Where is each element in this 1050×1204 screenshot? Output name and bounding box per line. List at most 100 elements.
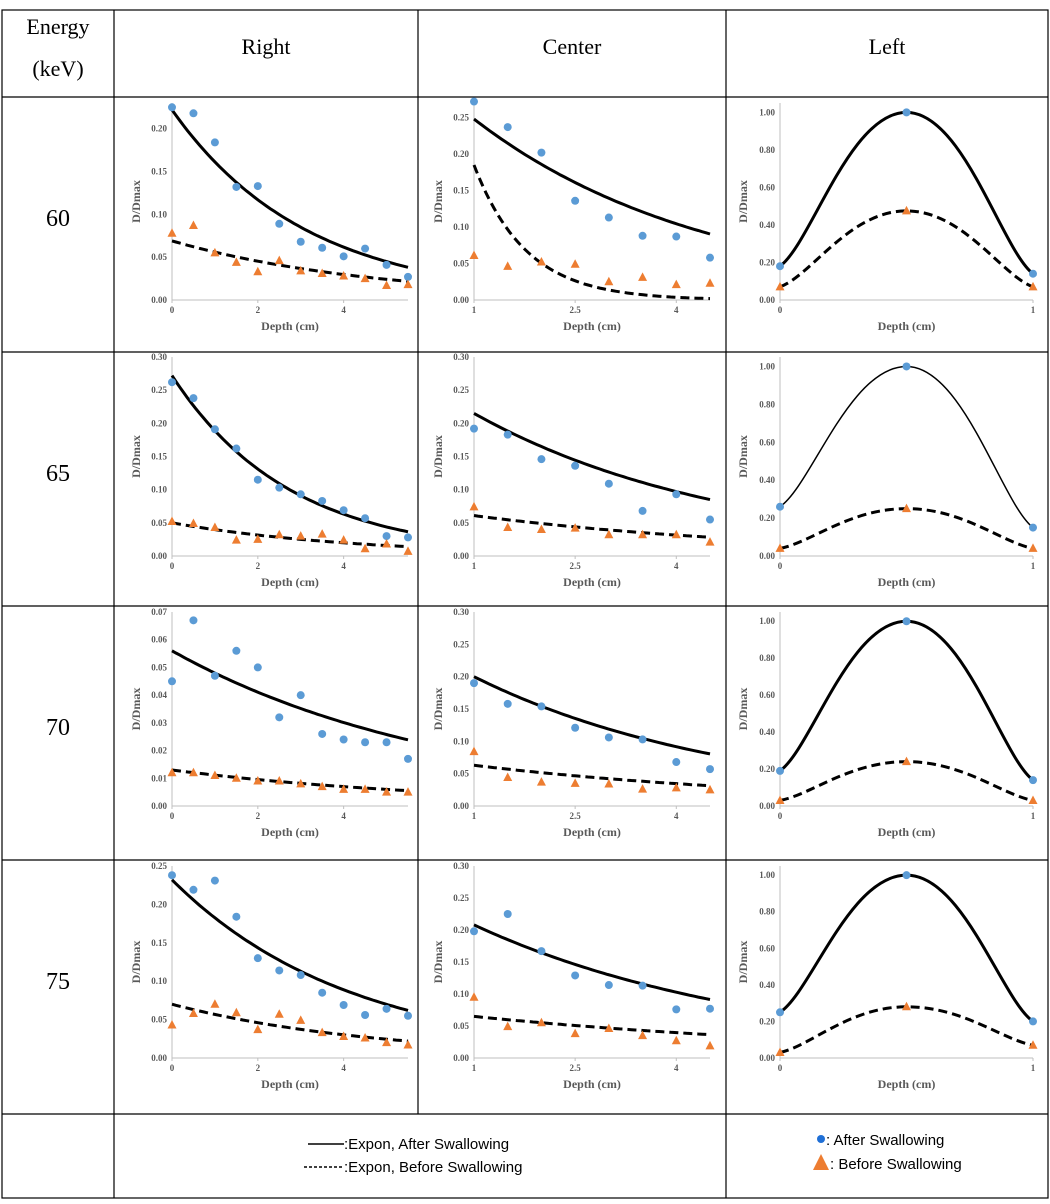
y-tick-label: 0.15: [453, 704, 469, 714]
header-center: Center: [543, 34, 602, 59]
point-before: [382, 1037, 392, 1047]
x-tick-label: 4: [674, 561, 679, 571]
point-after: [253, 663, 262, 672]
header-right: Right: [242, 34, 291, 59]
point-before: [570, 259, 580, 268]
point-before: [604, 1023, 614, 1033]
y-tick-label: 0.00: [151, 1053, 167, 1063]
point-after: [296, 691, 305, 700]
point-before: [296, 1015, 306, 1024]
x-tick-label: 2: [256, 305, 261, 315]
y-tick-label: 0.00: [151, 801, 167, 811]
point-before: [902, 205, 911, 215]
point-before: [902, 1001, 911, 1011]
point-before: [570, 778, 580, 787]
point-before: [339, 784, 349, 793]
point-after: [275, 219, 284, 228]
point-before: [360, 543, 370, 553]
point-before: [902, 503, 911, 513]
point-before: [231, 773, 241, 782]
x-axis-label: Depth (cm): [563, 1077, 621, 1091]
y-tick-label: 0.00: [453, 801, 469, 811]
y-axis-label: D/Dmax: [431, 435, 445, 478]
point-after: [638, 231, 647, 240]
point-before: [167, 1019, 177, 1029]
y-tick-label: 0.05: [453, 518, 469, 528]
row-label-60: 60: [46, 206, 70, 232]
x-tick-label: 4: [341, 305, 346, 315]
x-tick-label: 1: [1031, 1063, 1036, 1073]
y-tick-label: 1.00: [759, 107, 775, 117]
y-tick-label: 0.20: [151, 418, 167, 428]
legend-lines: :Expon, After Swallowing :Expon, Before …: [304, 1136, 522, 1176]
point-before: [705, 1040, 715, 1050]
point-after: [638, 981, 647, 990]
point-after: [275, 966, 284, 975]
chart-70-left: 0.00 0.20 0.40 0.60 0.80 1.00 0 1 Depth (cm) D/Dm…: [736, 612, 1038, 839]
y-axis-label: D/Dmax: [736, 435, 750, 478]
y-tick-label: 0.20: [151, 899, 167, 909]
x-axis-label: Depth (cm): [878, 575, 936, 589]
y-tick-label: 0.25: [453, 385, 469, 395]
point-after: [210, 671, 219, 680]
chart-75-center: 0.00 0.05 0.10 0.15 0.20 0.25 0.30 1 2.5 4 Depth (…: [431, 861, 715, 1091]
y-tick-label: 0.80: [759, 145, 775, 155]
y-tick-label: 0.40: [759, 727, 775, 737]
fit-line-after: [473, 675, 711, 756]
point-before: [210, 522, 220, 531]
chart-75-left: 0.00 0.20 0.40 0.60 0.80 1.00 0 1 Depth (cm) D/Dm…: [736, 866, 1038, 1091]
y-axis-label: D/Dmax: [129, 688, 143, 731]
x-tick-label: 2.5: [570, 811, 582, 821]
point-before: [775, 543, 785, 552]
legend-markers: : After Swallowing : Before Swallowing: [813, 1132, 962, 1173]
fit-line-after: [170, 109, 409, 269]
point-after: [1029, 523, 1037, 532]
chart-60-right: 0.00 0.05 0.10 0.15 0.20 0 2 4 Depth (cm) D/Dmax: [129, 103, 413, 333]
point-after: [537, 947, 546, 956]
y-tick-label: 0.60: [759, 182, 775, 192]
fit-line-after: [779, 365, 1034, 529]
x-tick-label: 4: [674, 1063, 679, 1073]
point-before: [274, 1009, 284, 1018]
y-tick-label: 0.40: [759, 980, 775, 990]
x-tick-label: 0: [170, 305, 175, 315]
x-tick-label: 2.5: [570, 305, 582, 315]
y-tick-label: 0.80: [759, 653, 775, 663]
x-axis-label: Depth (cm): [261, 1077, 319, 1091]
point-before: [360, 1033, 370, 1042]
point-after: [189, 109, 198, 118]
point-before: [536, 777, 546, 786]
point-after: [571, 461, 580, 470]
y-tick-label: 0.25: [151, 385, 167, 395]
point-after: [604, 479, 613, 488]
point-after: [361, 244, 370, 253]
point-before: [902, 756, 911, 766]
row-label-70: 70: [46, 715, 70, 741]
point-after: [168, 677, 176, 686]
point-after: [470, 679, 478, 688]
point-after: [189, 885, 198, 894]
y-axis-label: D/Dmax: [129, 180, 143, 223]
x-axis-label: Depth (cm): [563, 319, 621, 333]
y-tick-label: 0.07: [151, 607, 167, 617]
y-axis-label: D/Dmax: [736, 180, 750, 223]
point-before: [317, 1027, 327, 1037]
point-after: [318, 496, 327, 505]
y-tick-label: 0.00: [151, 551, 167, 561]
y-axis-label: D/Dmax: [129, 435, 143, 478]
y-tick-label: 0.40: [759, 475, 775, 485]
fit-line-before: [779, 760, 1034, 802]
chart-65-left: 0.00 0.20 0.40 0.60 0.80 1.00 0 1 Depth (cm) D/Dm…: [736, 357, 1038, 589]
point-before: [604, 276, 614, 286]
point-after: [571, 971, 580, 980]
y-tick-label: 0.00: [759, 551, 775, 561]
point-before: [503, 522, 513, 531]
x-tick-label: 0: [170, 1063, 175, 1073]
x-tick-label: 0: [170, 561, 175, 571]
point-after: [189, 394, 198, 403]
point-after: [382, 260, 391, 269]
fit-line-before: [472, 164, 711, 301]
point-after: [638, 735, 647, 744]
point-before: [671, 529, 681, 539]
x-tick-label: 1: [472, 811, 477, 821]
